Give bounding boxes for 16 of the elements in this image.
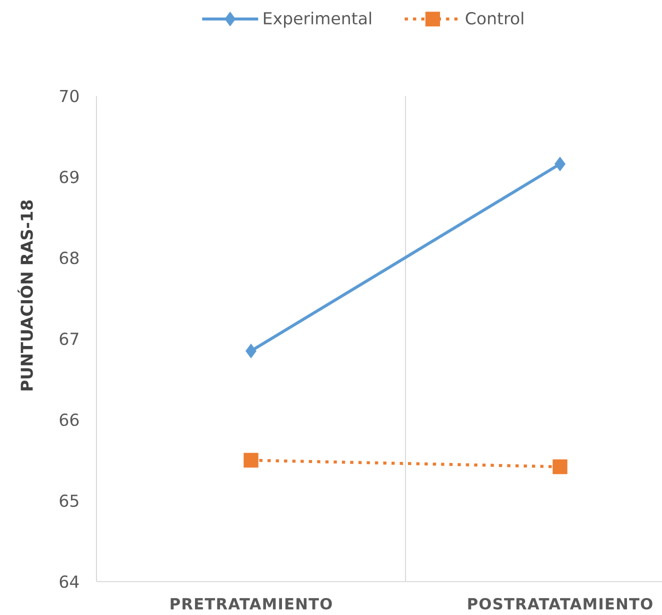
y-axis-title: PUNTUACIÓN RAS-18 — [18, 200, 33, 390]
legend-label: Control — [466, 12, 524, 25]
legend-label: Experimental — [264, 12, 372, 28]
y-tick-label: 67 — [60, 332, 78, 346]
point — [244, 452, 258, 468]
x-tick-label: PRETRATAMIENTO — [170, 598, 332, 610]
point — [554, 156, 566, 172]
x-tick-label: POSTRATATAMIENTO — [468, 598, 652, 610]
y-tick-label: 64 — [60, 575, 79, 588]
y-tick-label: 70 — [60, 90, 79, 102]
y-tick-label: 68 — [60, 252, 79, 264]
y-tick-label: 65 — [60, 494, 78, 507]
y-tick-label: 69 — [60, 170, 79, 184]
point — [552, 459, 568, 474]
point — [246, 344, 256, 358]
y-tick-label: 66 — [60, 414, 79, 426]
